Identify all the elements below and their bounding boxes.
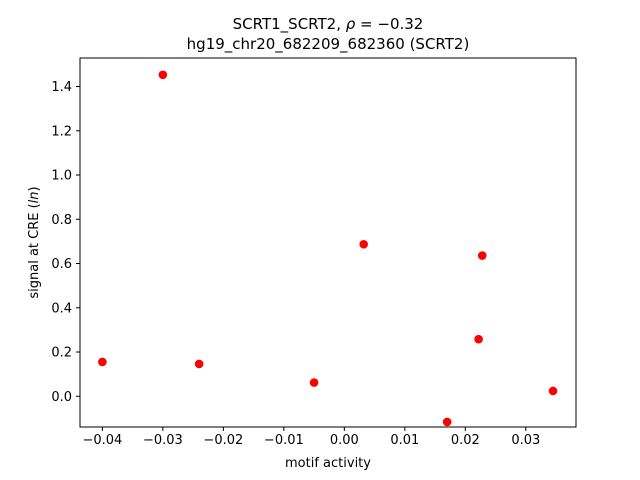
data-point [309,378,319,387]
x-tick-label: 0.03 [511,433,540,448]
y-tick-label: 0.4 [51,301,72,316]
x-tick-label: 0.02 [451,433,480,448]
data-point [359,239,368,249]
x-axis-label: motif activity [285,456,371,471]
data-point [442,417,452,427]
data-point [194,359,204,369]
y-tick-label: 0.2 [51,346,72,361]
data-point [477,251,487,260]
chart-title-line1: SCRT1_SCRT2, ρ = −0.32 [233,15,424,34]
data-point [474,334,483,344]
y-tick-label: 1.2 [51,124,72,139]
x-tick-label: −0.01 [264,433,304,448]
y-tick-label: 1.0 [51,169,72,184]
data-point [548,386,558,396]
y-tick-label: 0.8 [51,213,72,228]
x-tick-label: −0.04 [82,433,122,448]
x-tick-label: 0.01 [390,433,419,448]
y-tick-label: 1.4 [51,80,72,95]
y-axis-label: signal at CRE (ln) [27,186,42,298]
y-axis-ticks: 0.0 0.2 0.4 0.6 0.8 1.0 1.2 1.4 [51,80,80,405]
x-axis-ticks: −0.04 −0.03 −0.02 −0.01 0.00 0.01 0.02 0.03 [82,427,540,448]
plot-frame [79,57,577,428]
x-tick-label: 0.00 [330,433,359,448]
data-point [98,357,107,367]
chart-title-line2: hg19_chr20_682209_682360 (SCRT2) [187,35,470,54]
x-tick-label: −0.03 [143,433,183,448]
x-tick-label: −0.02 [203,433,243,448]
data-point [158,70,168,80]
y-tick-label: 0.0 [51,390,72,405]
y-tick-label: 0.6 [51,257,72,272]
data-points [98,70,558,427]
